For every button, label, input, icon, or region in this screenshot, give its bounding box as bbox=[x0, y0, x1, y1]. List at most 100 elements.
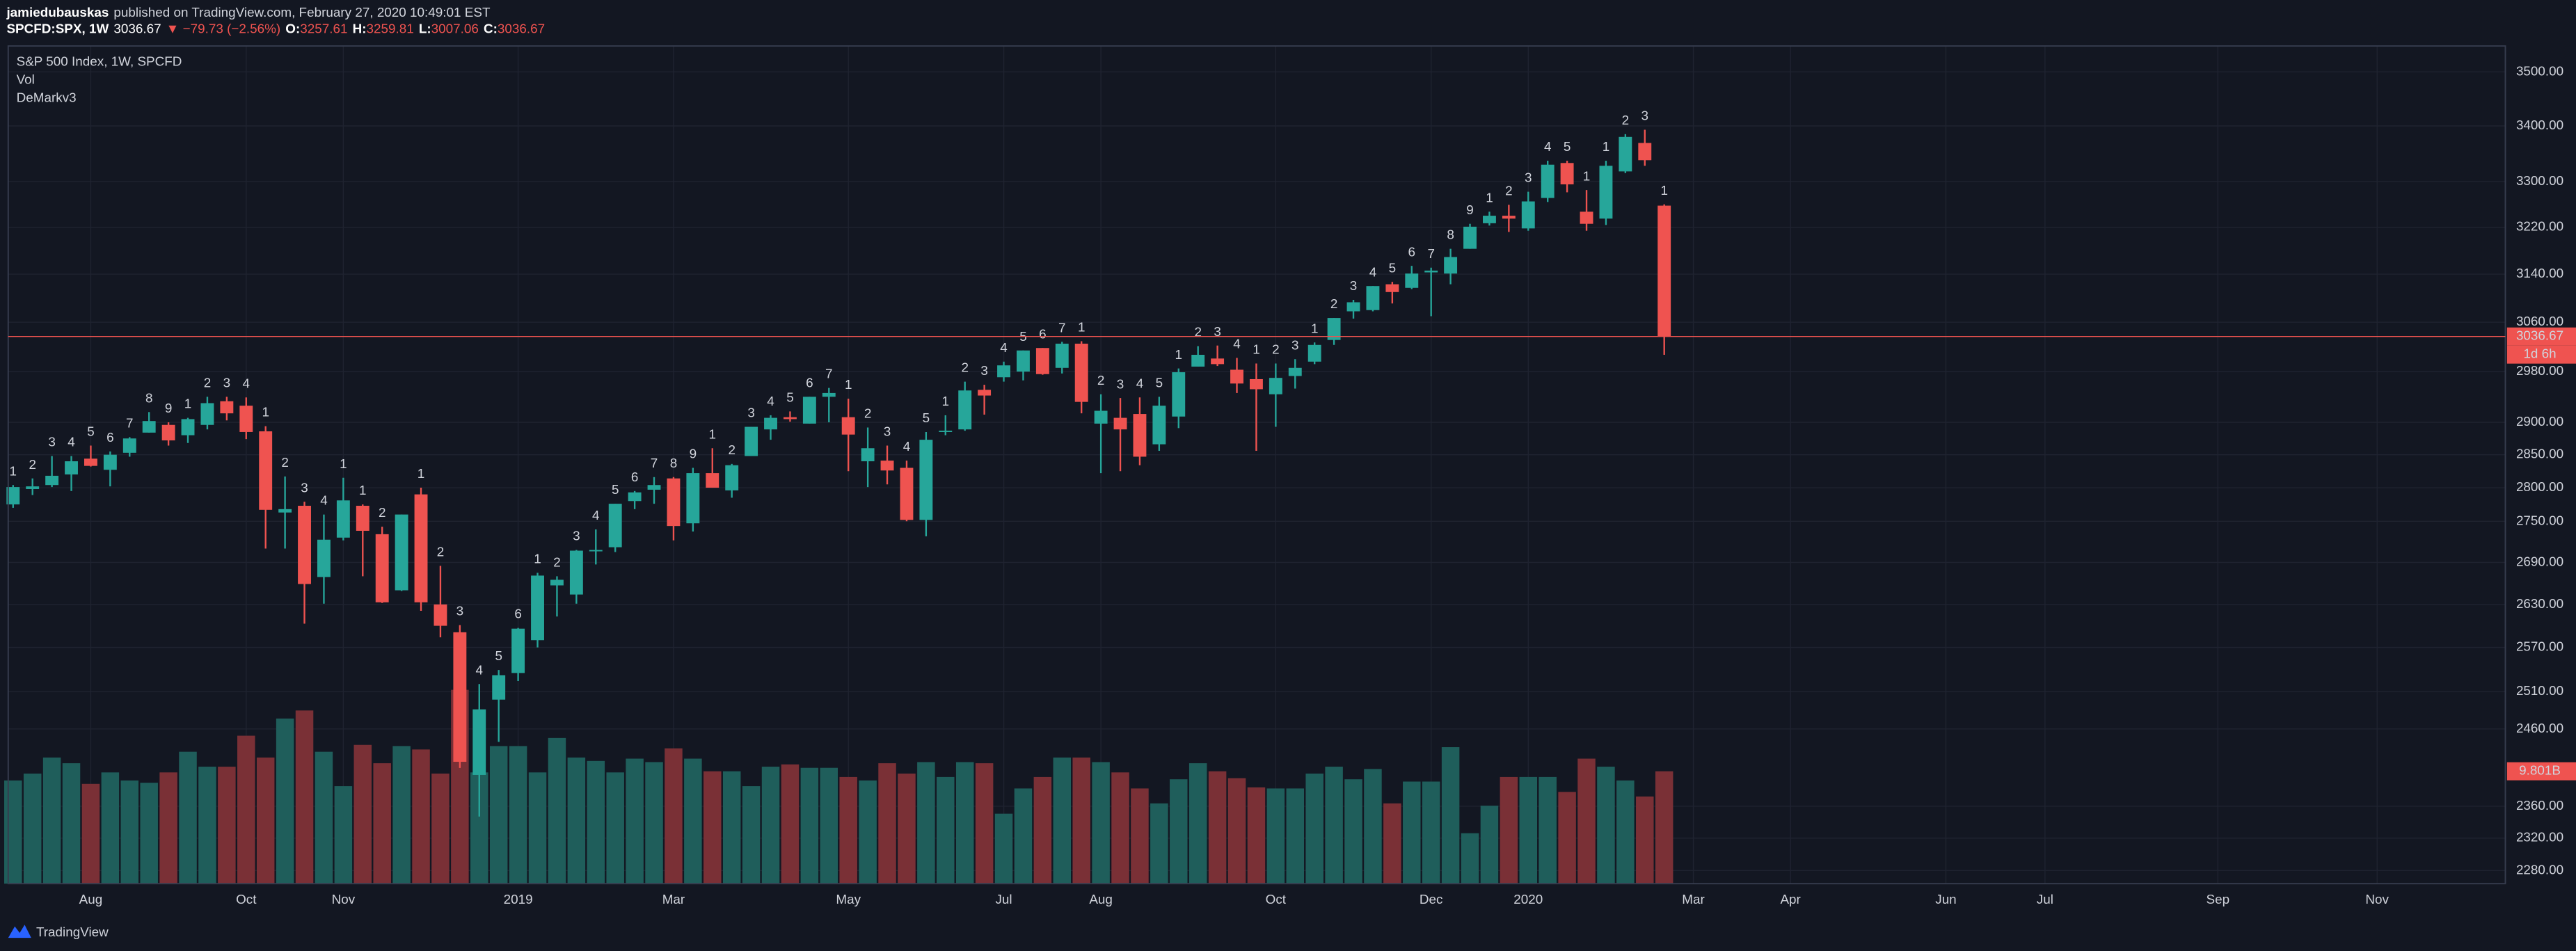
setup-count: 4 bbox=[1233, 337, 1241, 352]
last-price-box bbox=[2506, 327, 2576, 346]
setup-count: 1 bbox=[10, 464, 17, 479]
volume-bar bbox=[1616, 780, 1635, 884]
setup-count: 7 bbox=[651, 456, 658, 471]
setup-count: 2 bbox=[1097, 374, 1105, 388]
candle-body bbox=[1152, 406, 1166, 445]
y-tick-label: 3060.00 bbox=[2516, 314, 2563, 329]
candle-body bbox=[1191, 355, 1205, 367]
setup-count: 1 bbox=[1583, 169, 1591, 184]
volume-bar bbox=[1170, 779, 1188, 884]
volume-bar bbox=[509, 746, 527, 884]
volume-bar bbox=[159, 772, 177, 884]
volume-bar bbox=[1461, 833, 1479, 884]
volume-bar bbox=[1597, 767, 1615, 884]
setup-count: 6 bbox=[514, 607, 522, 622]
candle-body bbox=[1638, 143, 1652, 161]
y-tick-label: 2900.00 bbox=[2516, 415, 2563, 429]
x-tick-label: 2019 bbox=[504, 893, 533, 907]
setup-count: 6 bbox=[1408, 245, 1416, 259]
volume-bar bbox=[1305, 773, 1323, 884]
setup-count: 4 bbox=[476, 663, 484, 678]
volume-bar bbox=[645, 762, 663, 884]
volume-bar bbox=[1227, 778, 1246, 884]
candle-body bbox=[1094, 410, 1108, 424]
setup-count: 6 bbox=[806, 376, 813, 390]
setup-count: 9 bbox=[1466, 203, 1474, 218]
volume-bar bbox=[722, 771, 741, 884]
x-tick-label: Mar bbox=[1682, 893, 1705, 907]
setup-count: 4 bbox=[767, 394, 774, 409]
volume-bar bbox=[23, 773, 42, 884]
volume-bar bbox=[42, 757, 61, 884]
candle-body bbox=[861, 448, 875, 462]
countdown-box bbox=[2506, 345, 2576, 364]
setup-count: 4 bbox=[67, 435, 75, 450]
volume-bar bbox=[1033, 776, 1052, 884]
volume-bar bbox=[548, 737, 566, 884]
published: published on TradingView.com, February 2… bbox=[113, 6, 491, 20]
candle-body bbox=[317, 539, 331, 577]
volume-bar bbox=[975, 763, 994, 884]
volume-bar bbox=[62, 763, 81, 884]
candle-body bbox=[84, 458, 97, 466]
setup-count: 6 bbox=[106, 431, 114, 445]
candle-body bbox=[103, 454, 117, 470]
candle-body bbox=[414, 494, 428, 602]
open-value: 3257.61 bbox=[300, 22, 347, 36]
candle-body bbox=[764, 417, 777, 430]
candle-body bbox=[997, 365, 1010, 378]
setup-count: 7 bbox=[825, 367, 833, 382]
setup-count: 3 bbox=[1350, 279, 1358, 294]
candle-body bbox=[1249, 378, 1263, 390]
setup-count: 2 bbox=[864, 407, 872, 422]
x-tick-label: Aug bbox=[1089, 893, 1113, 907]
setup-count: 1 bbox=[534, 552, 541, 566]
candle-body bbox=[1113, 417, 1127, 430]
volume-bar bbox=[1014, 788, 1033, 884]
y-tick-label: 2800.00 bbox=[2516, 480, 2563, 495]
volume-bar bbox=[1325, 767, 1343, 884]
candle-body bbox=[161, 424, 175, 441]
x-tick-label: May bbox=[836, 893, 861, 907]
candle-body bbox=[1482, 216, 1496, 223]
volume-bar bbox=[120, 780, 139, 884]
candle-body bbox=[802, 397, 816, 424]
setup-count: 8 bbox=[1447, 228, 1454, 243]
setup-count: 5 bbox=[1156, 376, 1163, 390]
volume-bar bbox=[1111, 772, 1129, 884]
candle-body bbox=[1074, 344, 1088, 402]
candle-body bbox=[511, 628, 525, 673]
change: ▼ −79.73 (−2.56%) bbox=[166, 22, 281, 36]
candle-body bbox=[745, 426, 758, 456]
volume-bar bbox=[81, 783, 100, 884]
setup-count: 1 bbox=[1603, 140, 1610, 154]
volume-bar bbox=[1655, 771, 1673, 884]
candle-body bbox=[278, 509, 292, 513]
setup-count: 1 bbox=[418, 467, 425, 481]
volume-label: 9.801B bbox=[2519, 764, 2561, 778]
setup-count: 2 bbox=[553, 555, 561, 570]
setup-count: 3 bbox=[48, 435, 56, 450]
candle-body bbox=[1444, 257, 1458, 274]
volume-bar bbox=[878, 763, 896, 884]
setup-count: 2 bbox=[1194, 326, 1201, 340]
x-tick-label: Nov bbox=[332, 893, 356, 907]
volume-bar bbox=[1422, 781, 1440, 884]
candle-body bbox=[531, 575, 544, 641]
candle-body bbox=[608, 504, 622, 548]
volume-bar bbox=[1383, 803, 1401, 884]
setup-count: 6 bbox=[631, 470, 638, 485]
y-tick-label: 2280.00 bbox=[2516, 863, 2563, 877]
volume-bar bbox=[295, 710, 314, 884]
volume-bar bbox=[256, 757, 275, 884]
setup-count: 8 bbox=[145, 391, 152, 406]
volume-bar bbox=[1500, 776, 1518, 884]
volume-bar bbox=[1247, 787, 1266, 884]
volume-bar bbox=[859, 780, 877, 884]
setup-count: 4 bbox=[592, 509, 600, 523]
setup-count: 8 bbox=[670, 456, 678, 471]
volume-bar bbox=[1053, 757, 1072, 884]
candle-body bbox=[1035, 348, 1049, 374]
x-tick-label: Aug bbox=[79, 893, 103, 907]
y-tick-label: 2570.00 bbox=[2516, 640, 2563, 655]
